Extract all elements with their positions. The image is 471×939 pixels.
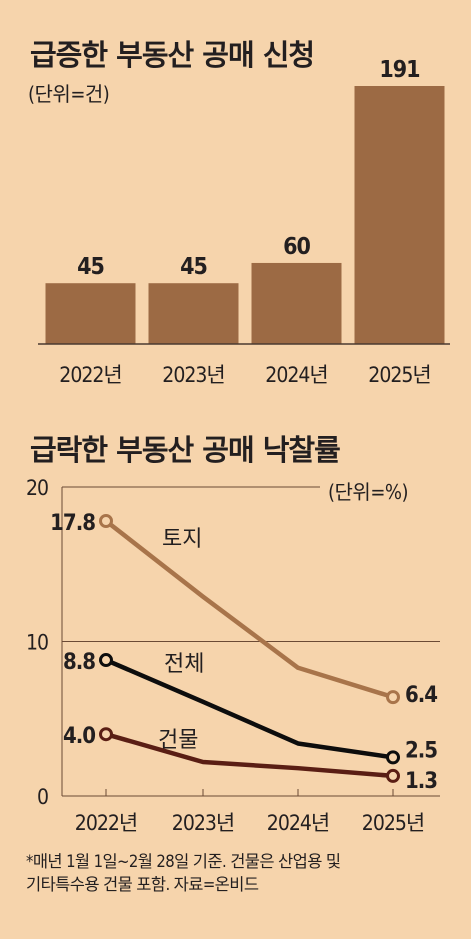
series-3-point-4 <box>386 768 400 783</box>
bar-value-label-4: 191 <box>379 57 419 83</box>
series-line-3 <box>105 732 394 779</box>
series-1-point-1 <box>99 513 113 528</box>
bar-category-label-3: 2024년 <box>265 363 327 387</box>
bar-category-label-2: 2023년 <box>162 363 224 387</box>
bar-chart-unit: (단위=건) <box>28 82 110 106</box>
line-chart-unit: (단위=%) <box>328 480 409 504</box>
line-chart-title: 급락한 부동산 공매 낙찰률 <box>30 433 341 467</box>
series-line-2 <box>105 657 394 760</box>
x-tick-label-2: 2023년 <box>172 811 234 835</box>
bar-4 <box>354 86 445 344</box>
series-1-end-label: 6.4 <box>405 683 437 708</box>
bar-category-label-4: 2025년 <box>368 363 430 387</box>
x-tick-label-3: 2024년 <box>267 811 329 835</box>
x-tick-label-1: 2022년 <box>75 811 137 835</box>
series-1-start-label: 17.8 <box>50 511 95 536</box>
series-2-name-label: 전체 <box>164 652 204 677</box>
series-3-end-label: 1.3 <box>405 769 437 794</box>
series-3-point-1 <box>99 727 113 742</box>
bar-3 <box>251 262 342 344</box>
bar-1 <box>45 283 136 344</box>
series-1-point-4 <box>386 690 400 705</box>
series-line-1 <box>104 519 394 700</box>
series-2-start-label: 8.8 <box>63 650 95 675</box>
bar-value-label-1: 45 <box>77 254 104 280</box>
series-2-end-label: 2.5 <box>405 738 437 763</box>
bar-chart-title: 급증한 부동산 공매 신청 <box>30 38 315 72</box>
bar-value-label-2: 45 <box>180 254 207 280</box>
y-tick-label-0: 0 <box>37 785 48 809</box>
x-tick-label-4: 2025년 <box>362 811 424 835</box>
bar-chart: 45 2022년 45 2023년 60 2024년 191 2025년 <box>38 57 450 387</box>
series-3-name-label: 건물 <box>158 728 198 753</box>
series-2-point-4 <box>386 750 400 765</box>
footnote: *매년 1월 1일~2월 28일 기준. 건물은 산업용 및 기타특수용 건물 … <box>26 850 456 896</box>
y-tick-label-10: 10 <box>26 631 48 655</box>
bar-2 <box>148 283 239 344</box>
series-2-point-1 <box>99 653 113 668</box>
bar-category-label-1: 2022년 <box>59 363 121 387</box>
bar-value-label-3: 60 <box>283 234 310 260</box>
footnote-line-2: 기타특수용 건물 포함. 자료=온비드 <box>26 875 259 894</box>
footnote-line-1: *매년 1월 1일~2월 28일 기준. 건물은 산업용 및 <box>26 852 341 871</box>
y-tick-label-20: 20 <box>26 476 48 500</box>
series-1-name-label: 토지 <box>162 527 202 552</box>
series-3-start-label: 4.0 <box>63 724 95 749</box>
